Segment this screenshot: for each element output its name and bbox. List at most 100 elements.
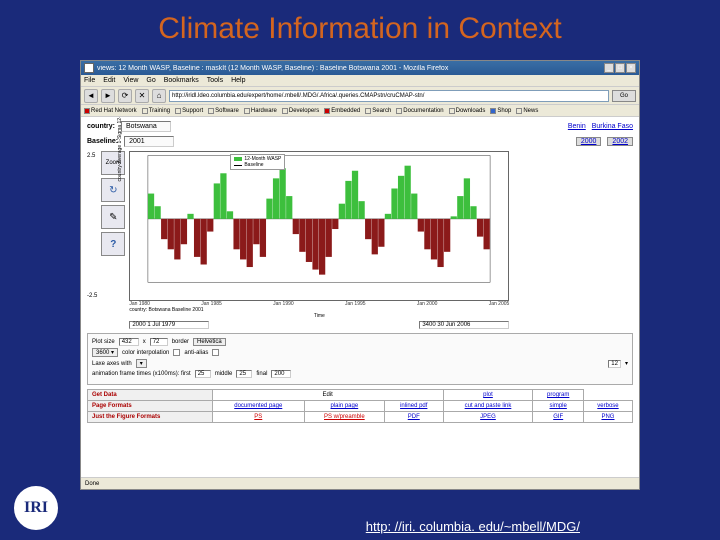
menu-bookmarks[interactable]: Bookmarks	[164, 77, 199, 84]
table-row-header: Get Data	[88, 390, 213, 401]
menu-go[interactable]: Go	[146, 77, 155, 84]
link-docpage[interactable]: documented page	[234, 403, 282, 409]
menu-file[interactable]: File	[84, 77, 95, 84]
link-burkina-faso[interactable]: Burkina Faso	[592, 123, 633, 130]
plot-height-input[interactable]: 72	[150, 338, 168, 346]
year-prev-button[interactable]: 2000	[576, 137, 602, 146]
bookmark-item[interactable]: Documentation	[396, 108, 443, 114]
frame-left-input[interactable]: 2000 1 Jul 1979	[129, 321, 209, 329]
bookmark-icon	[490, 108, 496, 114]
year-next-button[interactable]: 2002	[607, 137, 633, 146]
bookmark-item[interactable]: Support	[175, 108, 203, 114]
table-row-header: Just the Figure Formats	[88, 412, 213, 423]
bookmark-item[interactable]: Developers	[282, 108, 319, 114]
baseline-input[interactable]: 2001	[124, 136, 174, 147]
anim-mid-input[interactable]: 25	[236, 370, 252, 378]
formats-table: Get Data Edit plot program Page Formats …	[87, 389, 633, 423]
iri-logo: IRI	[12, 484, 60, 532]
axes-select[interactable]: ▾	[136, 359, 147, 368]
forward-button[interactable]: ►	[101, 89, 115, 103]
bookmark-item[interactable]: Software	[208, 108, 239, 114]
anti-alias-checkbox[interactable]	[212, 349, 219, 356]
bookmark-icon	[175, 108, 181, 114]
bookmark-icon	[244, 108, 250, 114]
plot-size-label: Plot size	[92, 339, 115, 345]
app-icon	[84, 63, 94, 73]
country-label: country:	[87, 123, 115, 130]
frame-right-input[interactable]: 3400 30 Jun 2006	[419, 321, 509, 329]
link-plainpage[interactable]: plain page	[331, 403, 359, 409]
link-benin[interactable]: Benin	[568, 123, 586, 130]
x-axis-label: Time	[129, 313, 509, 319]
y-tick-bot: -2.5	[87, 293, 97, 299]
nav-toolbar: ◄ ► ⟳ ✕ ⌂ http://iridl.ldeo.columbia.edu…	[81, 87, 639, 105]
bookmark-icon	[282, 108, 288, 114]
bookmark-icon	[208, 108, 214, 114]
axes-label: Laxe axes with	[92, 361, 132, 367]
color-interp-label: color interpolation	[122, 350, 169, 356]
browser-window: views: 12 Month WASP, Baseline : maskIt …	[80, 60, 640, 490]
anti-alias-label: anti-alias	[184, 350, 208, 356]
color-interp-checkbox[interactable]	[173, 349, 180, 356]
redraw-select[interactable]: 3600 ▾	[92, 348, 118, 357]
chart-legend: 12-Month WASP Baseline	[230, 154, 285, 170]
font-select[interactable]: Helvetica	[193, 338, 226, 346]
link-inlinepdf[interactable]: inlined pdf	[400, 403, 427, 409]
help-icon[interactable]: ?	[101, 232, 125, 256]
reload-button[interactable]: ⟳	[118, 89, 132, 103]
minimize-button[interactable]: _	[604, 63, 614, 73]
menu-bar: File Edit View Go Bookmarks Tools Help	[81, 75, 639, 87]
menu-view[interactable]: View	[123, 77, 138, 84]
menu-help[interactable]: Help	[231, 77, 245, 84]
bookmarks-bar: Red Hat Network Training Support Softwar…	[81, 105, 639, 117]
back-button[interactable]: ◄	[84, 89, 98, 103]
window-titlebar: views: 12 Month WASP, Baseline : maskIt …	[81, 61, 639, 75]
maximize-button[interactable]: □	[615, 63, 625, 73]
link-cutpaste[interactable]: cut and paste link	[465, 403, 512, 409]
address-bar[interactable]: http://iridl.ldeo.columbia.edu/expert/ho…	[169, 90, 609, 102]
slide-title: Climate Information in Context	[0, 0, 720, 54]
refresh-icon[interactable]: ↻	[101, 178, 125, 202]
link-program[interactable]: program	[547, 392, 569, 398]
status-bar: Done	[81, 477, 639, 489]
menu-tools[interactable]: Tools	[207, 77, 223, 84]
anim-last-input[interactable]: 200	[271, 370, 291, 378]
go-button[interactable]: Go	[612, 90, 636, 102]
link-gif[interactable]: GIF	[553, 414, 563, 420]
link-pdf[interactable]: PDF	[408, 414, 420, 420]
bookmark-item[interactable]: Shop	[490, 108, 511, 114]
stop-button[interactable]: ✕	[135, 89, 149, 103]
link-plot[interactable]: plot	[483, 392, 493, 398]
close-button[interactable]: ×	[626, 63, 636, 73]
wasp-chart[interactable]: 12-Month WASP Baseline country-Average 1…	[129, 151, 509, 301]
link-png[interactable]: PNG	[601, 414, 614, 420]
link-verbose[interactable]: verbose	[597, 403, 618, 409]
bookmark-item[interactable]: Search	[365, 108, 391, 114]
bookmark-item[interactable]: Red Hat Network	[84, 108, 137, 114]
link-jpeg[interactable]: JPEG	[480, 414, 496, 420]
anim-first-input[interactable]: 25	[195, 370, 211, 378]
menu-edit[interactable]: Edit	[103, 77, 115, 84]
draw-icon[interactable]: ✎	[101, 205, 125, 229]
bookmark-icon	[396, 108, 402, 114]
bookmark-icon	[516, 108, 522, 114]
window-title: views: 12 Month WASP, Baseline : maskIt …	[97, 65, 604, 72]
home-button[interactable]: ⌂	[152, 89, 166, 103]
bookmark-icon	[142, 108, 148, 114]
link-simple[interactable]: simple	[550, 403, 567, 409]
country-input[interactable]: Botswana	[121, 121, 171, 132]
link-ps[interactable]: PS	[254, 414, 262, 420]
bookmark-icon	[449, 108, 455, 114]
bookmark-item[interactable]: News	[516, 108, 538, 114]
bookmark-item[interactable]: Embedded	[324, 108, 360, 114]
plot-width-input[interactable]: 432	[119, 338, 139, 346]
table-row-header: Page Formats	[88, 401, 213, 412]
bookmark-item[interactable]: Downloads	[449, 108, 486, 114]
bookmark-item[interactable]: Training	[142, 108, 170, 114]
footer-url[interactable]: http: //iri. columbia. edu/~mbell/MDG/	[366, 519, 580, 534]
bookmark-item[interactable]: Hardware	[244, 108, 277, 114]
axes-n-input[interactable]: 12	[608, 360, 621, 368]
baseline-label: Baseline:	[87, 138, 118, 145]
link-pspre[interactable]: PS w/preamble	[324, 414, 365, 420]
y-axis-label: country-Average 1-Sigma 12-Month WASP	[117, 117, 123, 181]
